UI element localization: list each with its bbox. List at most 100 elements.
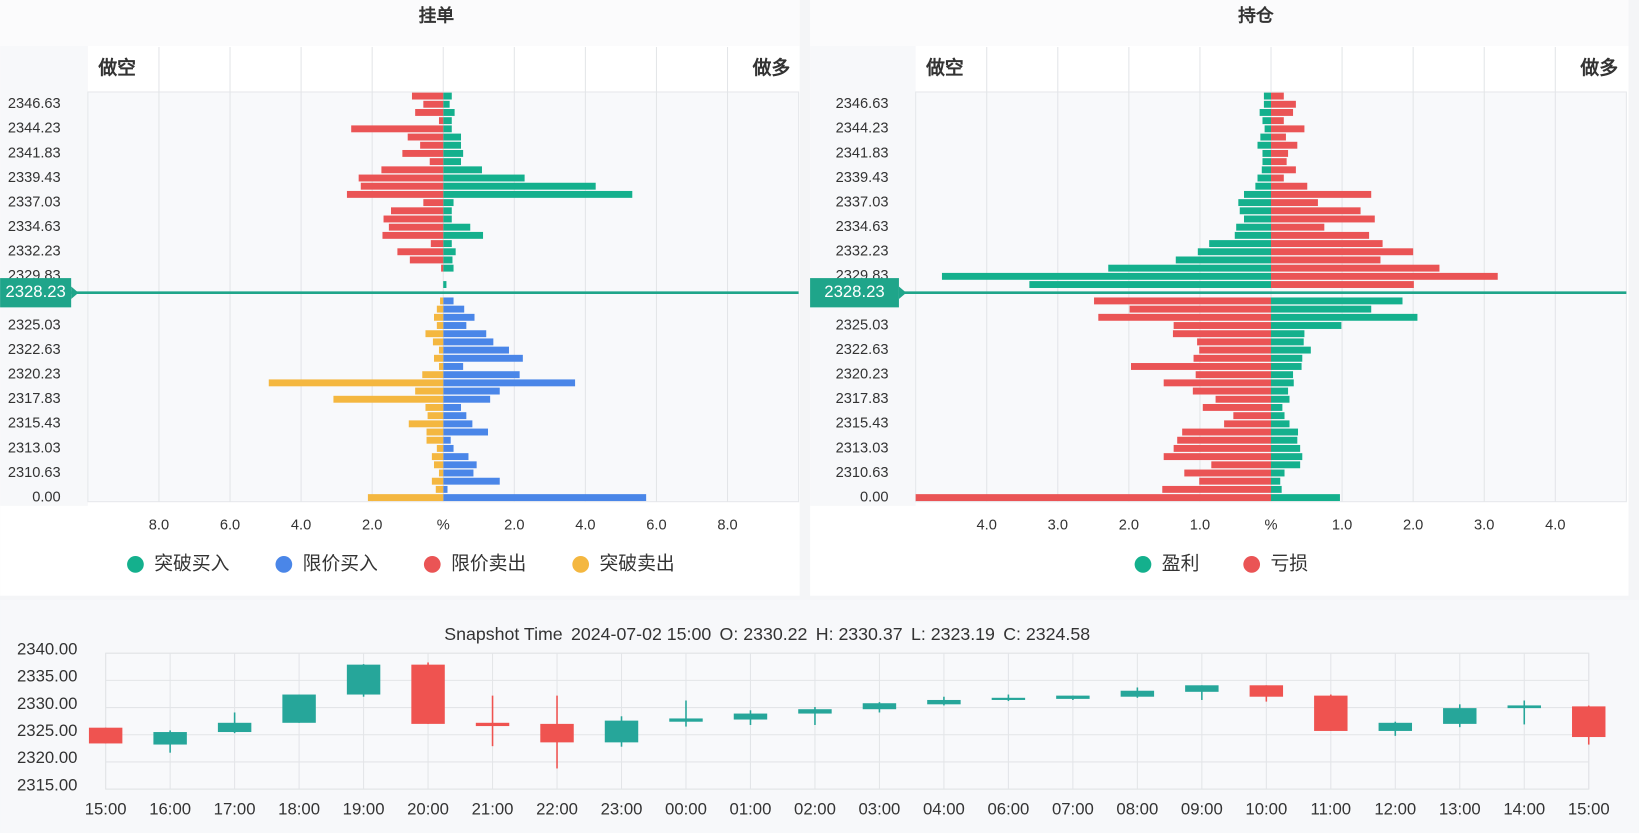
candle-body (217, 722, 252, 733)
bar (443, 420, 473, 428)
short-label: 做空 (97, 56, 136, 78)
x-tick-label: % (1265, 518, 1278, 534)
bar (1271, 174, 1284, 182)
bar (1271, 133, 1286, 141)
bar (443, 444, 454, 452)
bar (443, 207, 452, 215)
x-tick-label: 12:00 (1374, 799, 1416, 818)
bar (391, 207, 444, 215)
bar (1224, 420, 1272, 428)
current-price-label: 2328.23 (5, 282, 65, 301)
panel-title: 挂单 (419, 4, 455, 25)
y-tick-label: 2334.63 (836, 219, 889, 235)
bar (411, 92, 444, 100)
bar (443, 379, 576, 387)
bar (1239, 207, 1272, 215)
bar (1173, 322, 1272, 329)
bar (1271, 444, 1301, 452)
bar (1259, 109, 1272, 116)
bar (1262, 149, 1272, 157)
y-tick-label: 0.00 (32, 489, 60, 505)
bar (1271, 395, 1290, 403)
bar (1271, 117, 1284, 125)
y-tick-label: 2325.03 (8, 317, 61, 333)
candle-body (1120, 690, 1155, 697)
x-tick-label: 21:00 (472, 799, 514, 818)
x-tick-label: 13:00 (1439, 799, 1481, 818)
bar (1271, 281, 1414, 288)
bar (1175, 256, 1272, 264)
x-tick-label: 1.0 (1190, 518, 1210, 534)
bar (1263, 92, 1272, 100)
y-tick-label: 2335.00 (17, 667, 77, 686)
bar (427, 412, 444, 420)
bar (436, 322, 444, 329)
bar (425, 330, 444, 338)
candle-body (1314, 695, 1348, 731)
candle-body (1249, 685, 1284, 697)
bar (436, 305, 444, 313)
y-tick-label: 2325.03 (836, 317, 889, 333)
y-tick-label: 2315.43 (836, 416, 889, 432)
bar (443, 141, 462, 149)
bar (443, 363, 464, 370)
bar (1236, 223, 1272, 231)
bar (443, 412, 467, 420)
bar (1271, 436, 1298, 444)
y-tick-label: 2325.00 (17, 721, 77, 740)
bar (1257, 174, 1272, 182)
bar (443, 149, 464, 157)
y-tick-label: 2315.00 (17, 775, 77, 794)
x-tick-label: 04:00 (923, 799, 965, 818)
bar (1271, 231, 1370, 239)
x-tick-label: 4.0 (291, 518, 311, 534)
x-tick-label: 15:00 (85, 799, 127, 818)
bar (443, 182, 596, 190)
bar (1271, 485, 1282, 493)
x-tick-label: 8.0 (717, 518, 737, 534)
bar (1271, 338, 1304, 346)
bar (1271, 428, 1299, 436)
snapshot-time: 2024-07-02 15:00 (571, 624, 711, 644)
bar (1182, 428, 1272, 436)
x-tick-label: 6.0 (220, 518, 240, 534)
bar (397, 248, 444, 256)
candle-body (669, 718, 703, 722)
y-tick-label: 2320.23 (8, 367, 61, 383)
bar (443, 125, 452, 133)
bar (1173, 444, 1272, 452)
bar (443, 100, 450, 108)
ohlc-summary: H: 2330.37 (816, 624, 903, 644)
x-tick-label: % (437, 518, 450, 534)
bar (1271, 199, 1318, 207)
bar (443, 231, 484, 239)
x-tick-label: 08:00 (1116, 799, 1158, 818)
bar (443, 109, 455, 116)
bar (1264, 125, 1272, 133)
x-tick-label: 2.0 (1119, 518, 1139, 534)
bar (443, 469, 474, 477)
y-tick-label: 2337.03 (836, 194, 889, 210)
candle-body (88, 727, 123, 744)
bar (1271, 420, 1290, 428)
candle-body (1443, 708, 1477, 724)
bar (443, 371, 520, 379)
bar (915, 494, 1272, 502)
axis-column (0, 45, 88, 506)
candle-body (798, 709, 832, 714)
x-tick-label: 01:00 (730, 799, 772, 818)
bar (1271, 92, 1284, 100)
current-price-tag (0, 278, 72, 308)
y-tick-label: 2310.63 (836, 465, 889, 481)
current-price-tag (810, 278, 899, 308)
bar (1271, 379, 1294, 387)
bar (430, 240, 444, 248)
bar (443, 346, 509, 354)
bar (1255, 182, 1272, 190)
y-tick-label: 2341.83 (8, 145, 61, 161)
bar (420, 141, 444, 149)
bar (1261, 166, 1272, 174)
x-tick-label: 02:00 (794, 799, 836, 818)
x-tick-label: 11:00 (1311, 799, 1352, 818)
